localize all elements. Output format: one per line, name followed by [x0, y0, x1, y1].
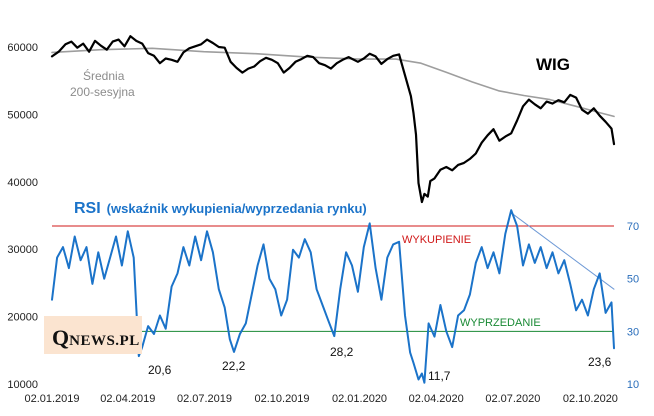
- value-label-22-2: 22,2: [222, 359, 246, 373]
- x-tick-label: 02.10.2019: [254, 393, 309, 405]
- overbought-label: WYKUPIENIE: [402, 234, 471, 246]
- y-left-tick-label: 10000: [7, 379, 38, 391]
- y-left-tick-label: 60000: [7, 42, 38, 54]
- x-tick-label: 02.04.2020: [409, 393, 464, 405]
- series-layer: [50, 35, 616, 384]
- y-right-tick-label: 10: [627, 379, 639, 391]
- y-left-tick-label: 30000: [7, 244, 38, 256]
- y-right-tick-label: 50: [627, 274, 639, 286]
- rsi-title: RSI (wskaźnik wykupienia/wyprzedania rynk…: [74, 200, 367, 217]
- rsi-trendline: [510, 212, 615, 290]
- x-tick-label: 02.01.2019: [24, 393, 79, 405]
- logo-rest: NEWS.PL: [69, 333, 140, 349]
- y-left-tick-label: 50000: [7, 109, 38, 121]
- x-tick-label: 02.07.2020: [485, 393, 540, 405]
- oversold-label: WYPRZEDANIE: [460, 317, 541, 329]
- x-tick-label: 02.01.2020: [332, 393, 387, 405]
- value-label-20-6: 20,6: [148, 363, 172, 377]
- wig-title: WIG: [536, 55, 570, 74]
- qnews-logo: QNEWS.PL: [44, 316, 142, 354]
- x-tick-label: 02.10.2020: [563, 393, 618, 405]
- x-axis: 02.01.2019 02.04.2019 02.07.2019 02.10.2019…: [24, 393, 617, 405]
- rsi-title-main: RSI: [74, 200, 101, 217]
- x-tick-label: 02.04.2019: [100, 393, 155, 405]
- logo-q: Q: [52, 325, 69, 350]
- logo-text: QNEWS.PL: [52, 325, 140, 350]
- y-right-tick-label: 30: [627, 326, 639, 338]
- value-label-11-7: 11,7: [428, 369, 451, 383]
- y-right-tick-label: 70: [627, 221, 639, 233]
- rsi-line: [51, 209, 615, 384]
- logo-background: [44, 316, 142, 354]
- y-left-tick-label: 20000: [7, 312, 38, 324]
- value-label-28-2: 28,2: [330, 345, 354, 359]
- x-tick-label: 02.07.2019: [177, 393, 232, 405]
- left-axis: 60000 50000 40000 30000 20000 10000: [7, 42, 38, 391]
- wig-line: [50, 35, 616, 204]
- right-axis: 70 50 30 10: [627, 221, 639, 391]
- y-left-tick-label: 40000: [7, 177, 38, 189]
- value-label-23-6: 23,6: [588, 355, 612, 369]
- ma-label-line1: Średnia: [83, 68, 125, 83]
- ma-label-line2: 200-sesyjna: [70, 85, 135, 99]
- rsi-title-sub: (wskaźnik wykupienia/wyprzedania rynku): [107, 201, 367, 216]
- ma200-line: [51, 47, 615, 118]
